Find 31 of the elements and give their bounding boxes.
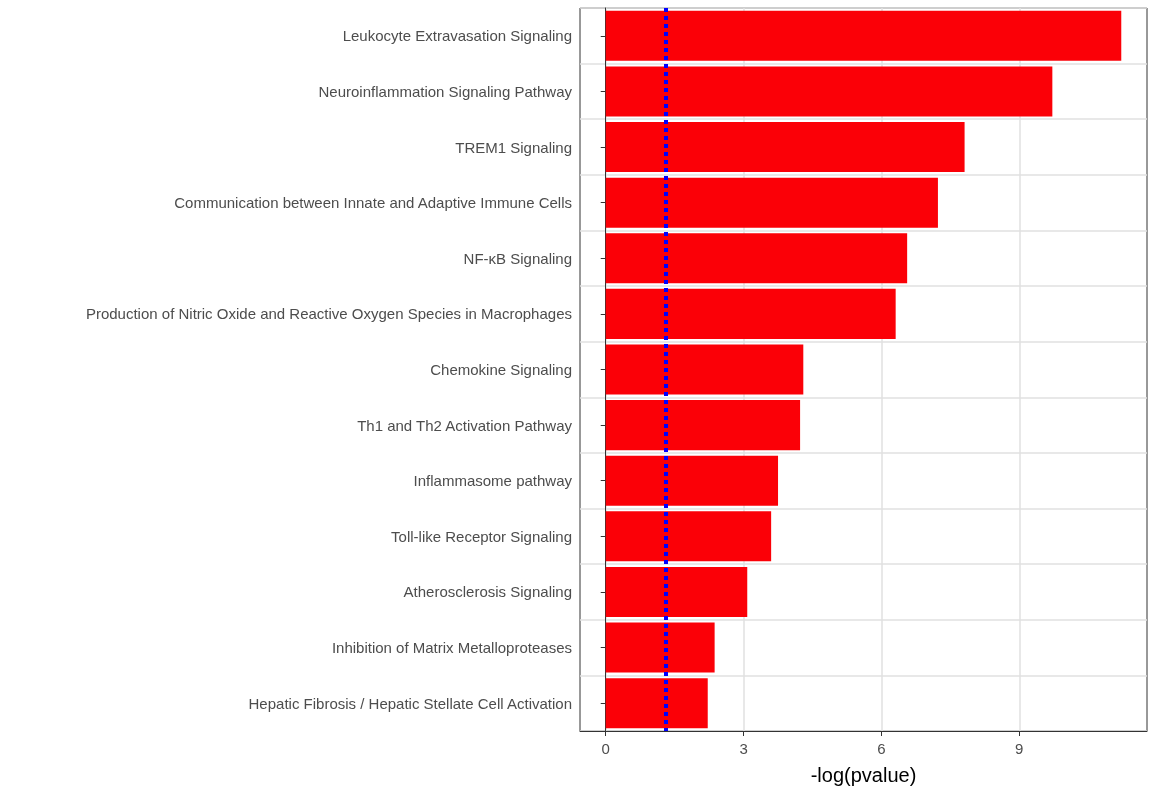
bar: [605, 288, 896, 339]
y-tick-label: Atherosclerosis Signaling: [403, 583, 572, 601]
x-tick-label: 9: [1015, 740, 1024, 757]
y-tick-label: Communication between Innate and Adaptive Immune Cells: [174, 194, 572, 212]
bar: [605, 566, 748, 617]
y-tick-label: Inflammasome pathway: [413, 472, 573, 490]
bar: [605, 455, 779, 506]
bar: [605, 400, 801, 451]
y-tick-label: Toll-like Receptor Signaling: [391, 527, 572, 545]
bar: [605, 177, 938, 228]
y-tick-label: NF-κB Signaling: [463, 249, 572, 267]
bar: [605, 511, 772, 562]
y-tick-label: Leukocyte Extravasation Signaling: [342, 27, 572, 45]
bar: [605, 66, 1053, 117]
y-tick-label: TREM1 Signaling: [455, 138, 572, 156]
y-tick-label: Production of Nitric Oxide and Reactive Oxygen Species in Macrophages: [85, 305, 572, 323]
y-tick-label: Chemokine Signaling: [430, 361, 572, 378]
x-tick-label: 0: [601, 740, 610, 757]
bar: [605, 344, 804, 395]
x-tick-label: 3: [739, 740, 748, 757]
y-tick-label: Th1 and Th2 Activation Pathway: [357, 416, 573, 434]
bar: [605, 622, 715, 673]
y-tick-label: Hepatic Fibrosis / Hepatic Stellate Cell Activation: [248, 694, 572, 712]
y-tick-label: Inhibition of Matrix Metalloproteases: [331, 639, 572, 657]
x-axis-title: -log(pvalue): [810, 764, 917, 786]
x-tick-label: 6: [877, 740, 886, 757]
bar: [605, 233, 908, 284]
bar: [605, 678, 708, 729]
bar: [605, 122, 965, 173]
bar: [605, 10, 1122, 61]
y-tick-label: Neuroinflammation Signaling Pathway: [318, 82, 573, 100]
